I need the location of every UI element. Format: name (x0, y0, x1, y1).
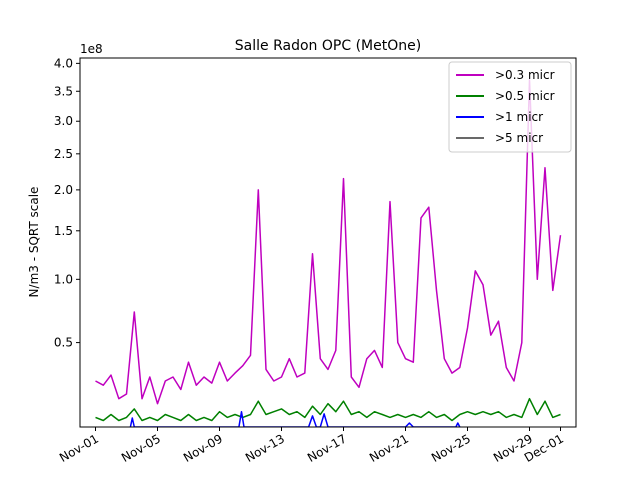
series-layer (95, 79, 562, 427)
y-tick-label-2: 1.5 (54, 224, 73, 238)
x-tick-label-1: Nov-05 (119, 431, 163, 464)
legend: >0.3 micr >0.5 micr >1 micr >5 micr (448, 61, 572, 153)
x-tick-label-3: Nov-13 (243, 431, 287, 464)
legend-box (448, 61, 572, 153)
legend-label-1: >0.5 micr (495, 89, 555, 103)
y-tick-label-7: 4.0 (54, 56, 73, 70)
y-multiplier-label: 1e8 (80, 42, 103, 56)
legend-label-0: >0.3 micr (495, 68, 555, 82)
chart-title: Salle Radon OPC (MetOne) (235, 38, 421, 54)
x-tick-label-5: Nov-21 (367, 431, 411, 464)
x-tick-label-4: Nov-17 (305, 431, 349, 464)
y-tick-label-6: 3.5 (54, 84, 73, 98)
y-axis-label: N/m3 - SQRT scale (27, 187, 41, 298)
y-tick-label-1: 1.0 (54, 272, 73, 286)
x-tick-label-0: Nov-01 (57, 431, 101, 464)
y-tick-label-0: 0.5 (54, 336, 73, 350)
legend-label-3: >5 micr (495, 131, 543, 145)
series-line-1 (95, 397, 561, 422)
x-tick-label-6: Nov-25 (429, 431, 473, 464)
y-axis: 0.5 1.0 1.5 2.0 2.5 3.0 3.5 4.0 (54, 56, 80, 350)
x-axis: Nov-01 Nov-05 Nov-09 Nov-13 Nov-17 Nov-21 Nov-… (57, 427, 566, 465)
y-tick-label-5: 3.0 (54, 114, 73, 128)
legend-label-2: >1 micr (495, 110, 543, 124)
x-tick-label-2: Nov-09 (181, 431, 225, 464)
series-line-0 (95, 79, 562, 405)
y-tick-label-4: 2.5 (54, 147, 73, 161)
plot-frame (79, 57, 577, 428)
y-tick-label-3: 2.0 (54, 183, 73, 197)
